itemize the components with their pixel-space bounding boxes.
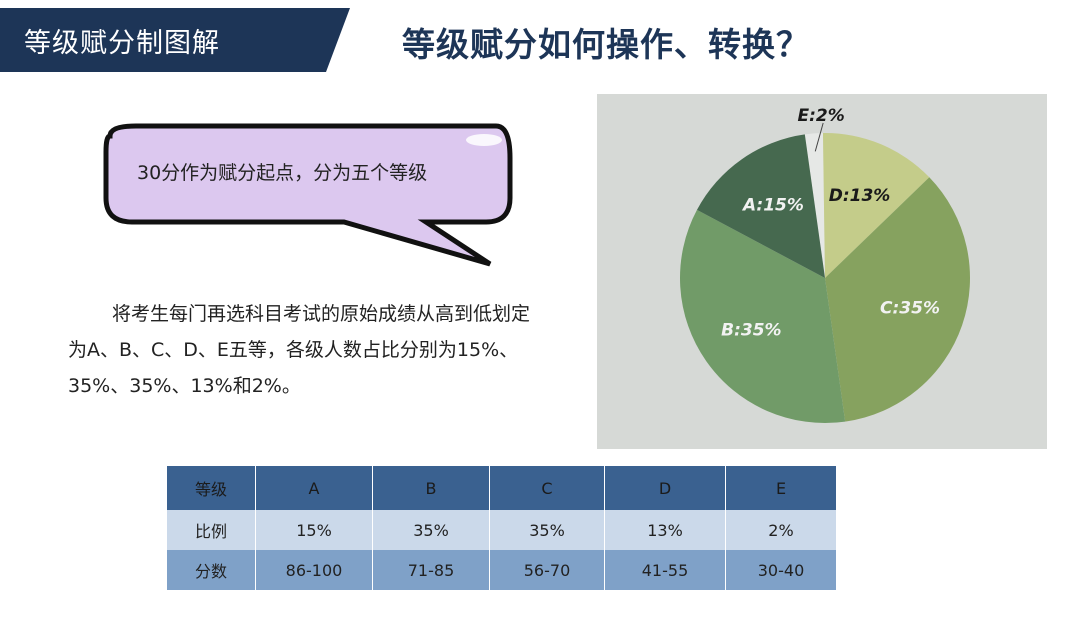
- pie-slice-b: [680, 209, 846, 423]
- section-banner: 等级赋分制图解: [0, 8, 350, 72]
- table-cell: 15%: [255, 510, 373, 550]
- table-cell: 分数: [167, 550, 256, 590]
- pie-label-b: B:35%: [721, 321, 781, 341]
- table-cell: 56-70: [489, 550, 605, 590]
- table-cell: 41-55: [604, 550, 726, 590]
- table-cell: 86-100: [255, 550, 373, 590]
- pie-chart-panel: E:2% D:13% C:35% B:35% A:15%: [597, 94, 1047, 449]
- table-header-cell: E: [725, 466, 837, 510]
- grade-table: 等级 A B C D E 比例 15% 35% 35% 13% 2% 分数 86…: [167, 466, 837, 590]
- table-cell: 2%: [725, 510, 837, 550]
- pie-label-a: A:15%: [741, 195, 804, 215]
- table-cell: 比例: [167, 510, 256, 550]
- pie-slice-a: [696, 134, 825, 278]
- table-row: 比例 15% 35% 35% 13% 2%: [167, 510, 837, 550]
- pie-label-d: D:13%: [829, 186, 891, 206]
- page-title: 等级赋分如何操作、转换？: [402, 25, 810, 64]
- table-header-row: 等级 A B C D E: [167, 466, 837, 510]
- description-text: 将考生每门再选科目考试的原始成绩从高到低划定为A、B、C、D、E五等，各级人数占…: [68, 303, 531, 397]
- pie-label-e: E:2%: [798, 106, 845, 126]
- pie-slice-c: [825, 177, 970, 422]
- table-cell: 71-85: [372, 550, 490, 590]
- table-cell: 35%: [372, 510, 490, 550]
- table-header-cell: A: [255, 466, 373, 510]
- table-header-cell: 等级: [167, 466, 256, 510]
- bubble-text: 30分作为赋分起点，分为五个等级: [137, 162, 428, 184]
- pie-slice-e: [804, 133, 825, 278]
- pie-leader-line: [814, 122, 824, 152]
- table-cell: 13%: [604, 510, 726, 550]
- table-cell: 35%: [489, 510, 605, 550]
- table-header-cell: C: [489, 466, 605, 510]
- pie-label-c: C:35%: [880, 298, 940, 318]
- table-row: 分数 86-100 71-85 56-70 41-55 30-40: [167, 550, 837, 590]
- speech-bubble: [103, 123, 513, 267]
- banner-text: 等级赋分制图解: [24, 28, 220, 59]
- table-header-cell: D: [604, 466, 726, 510]
- pie-slice-d: [822, 133, 930, 278]
- table-header-cell: B: [372, 466, 490, 510]
- table-cell: 30-40: [725, 550, 837, 590]
- pie-chart: E:2% D:13% C:35% B:35% A:15%: [680, 106, 970, 423]
- banner-shape: [0, 8, 350, 72]
